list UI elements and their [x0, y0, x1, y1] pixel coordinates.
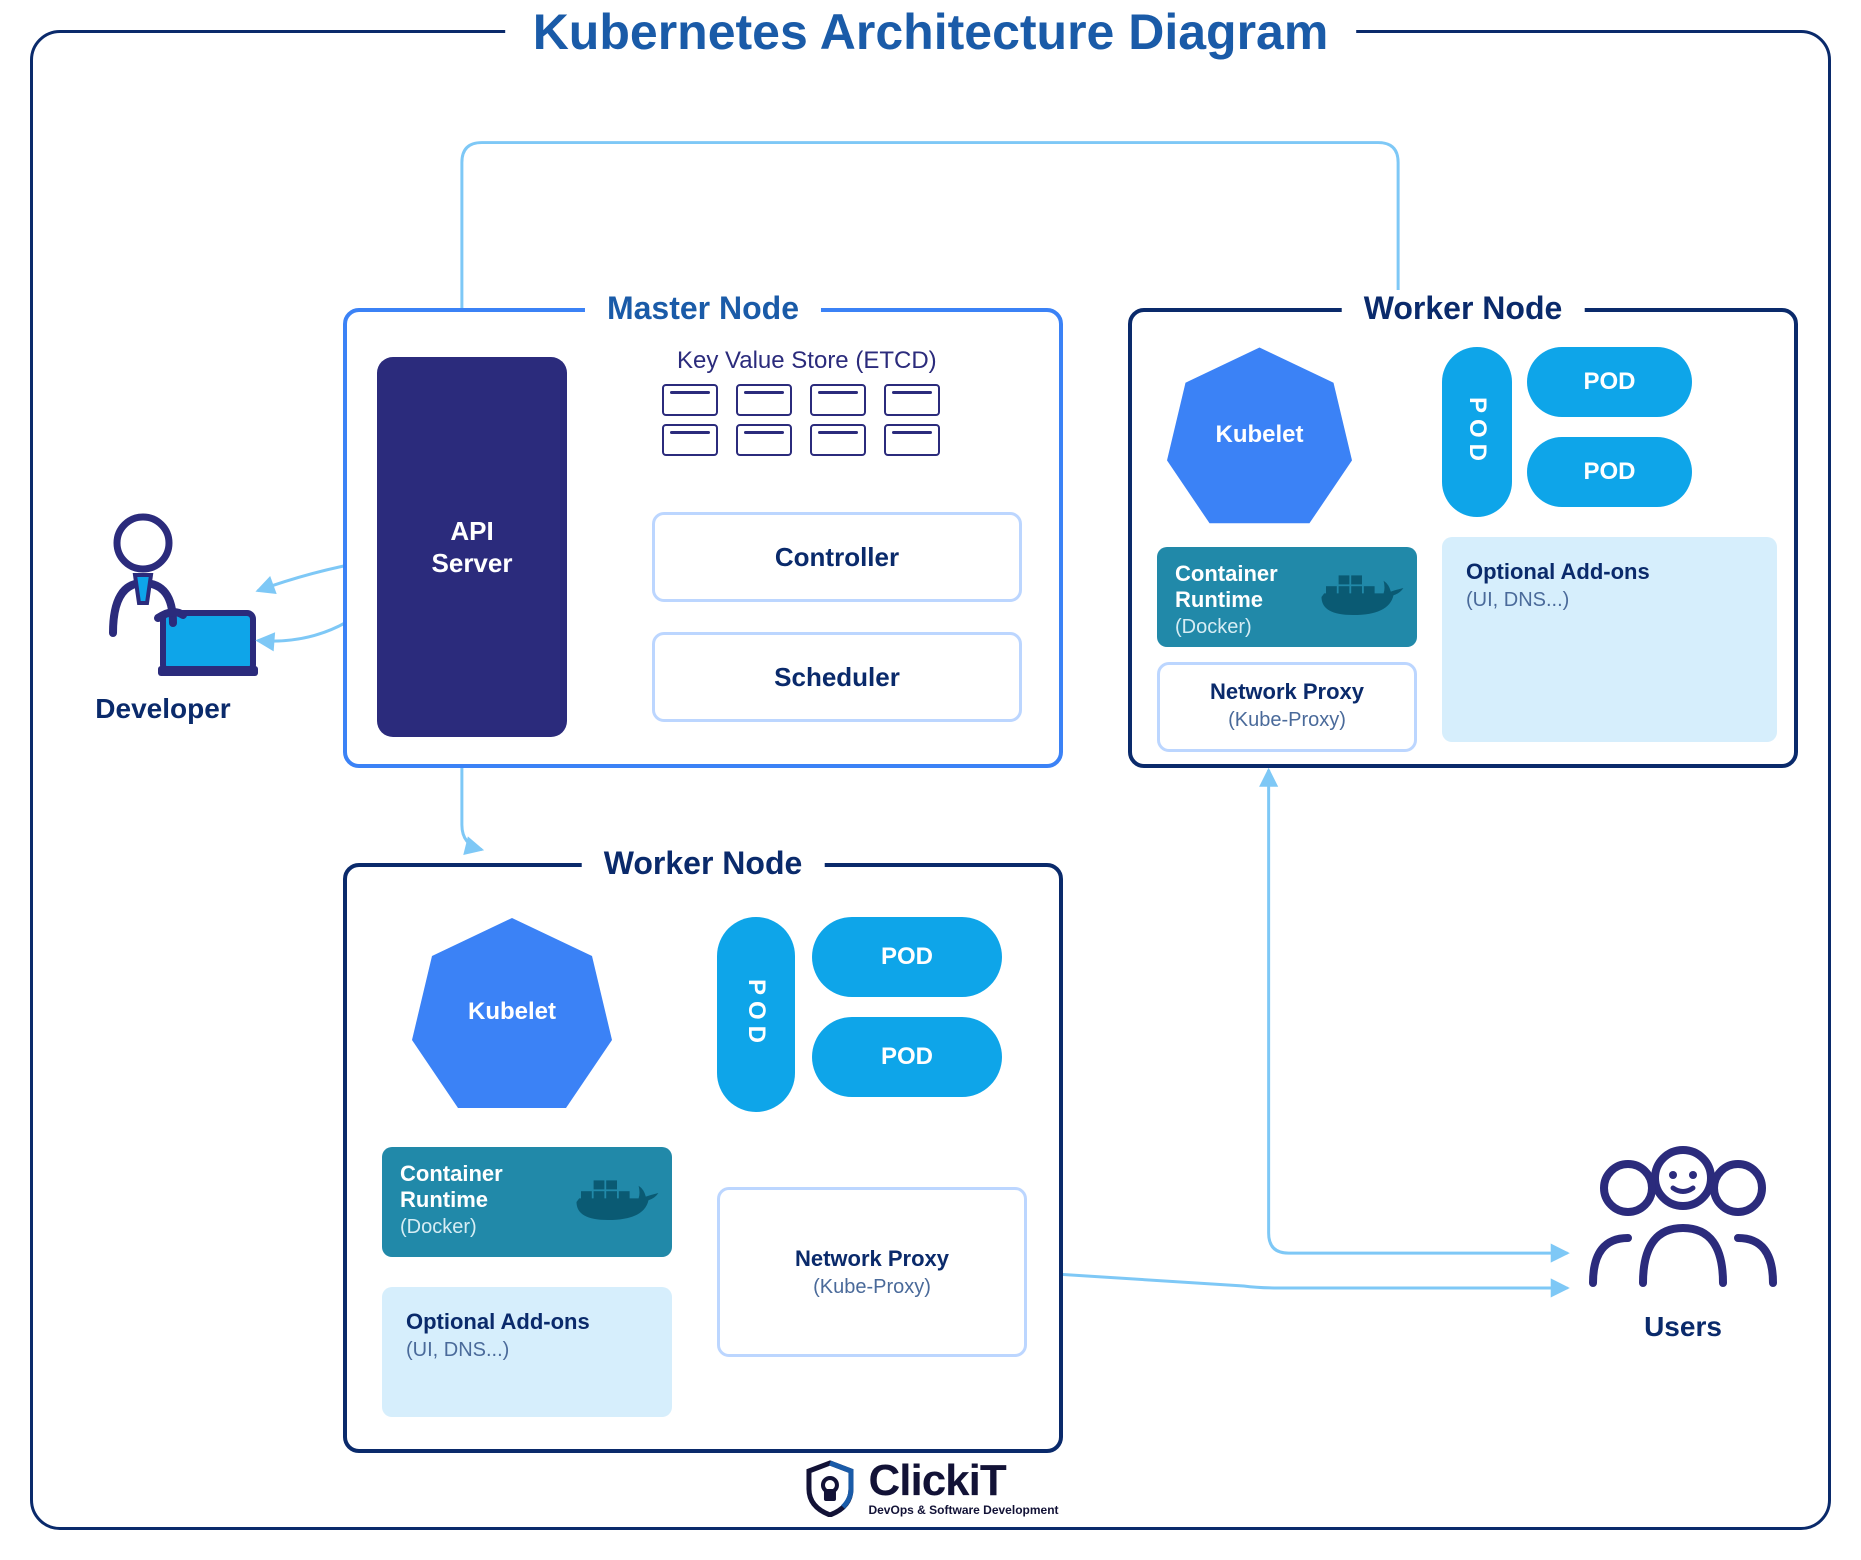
pod-vertical-bottom: POD	[717, 917, 795, 1112]
edge-users-worker-right	[1269, 770, 1568, 1253]
etcd-disk-icon	[662, 384, 718, 416]
addons-right-sub: (UI, DNS...)	[1466, 589, 1753, 612]
pod-vertical-right: POD	[1442, 347, 1512, 517]
developer-icon	[63, 503, 263, 683]
footer-logo: ClickiT DevOps & Software Development	[774, 1459, 1086, 1517]
worker-node-bottom-title: Worker Node	[582, 845, 825, 882]
diagram-frame: Kubernetes Architecture Diagram Develope…	[30, 30, 1831, 1530]
network-proxy-bottom: Network Proxy (Kube-Proxy)	[717, 1187, 1027, 1357]
worker-node-right-panel: Worker Node Kubelet POD POD POD Containe…	[1128, 308, 1798, 768]
etcd-disk-icon	[662, 424, 718, 456]
network-proxy-bottom-sub: (Kube-Proxy)	[744, 1276, 1000, 1299]
addons-bottom: Optional Add-ons (UI, DNS...)	[382, 1287, 672, 1417]
etcd-disk-icon	[736, 384, 792, 416]
users-label: Users	[1578, 1311, 1788, 1343]
kubelet-bottom-label: Kubelet	[468, 998, 556, 1026]
footer-brand: ClickiT	[868, 1459, 1058, 1503]
users-icon	[1578, 1133, 1788, 1303]
container-runtime-bottom-title: Container Runtime	[400, 1161, 560, 1214]
controller-label: Controller	[775, 542, 899, 573]
network-proxy-right: Network Proxy (Kube-Proxy)	[1157, 662, 1417, 752]
developer-label: Developer	[63, 693, 263, 725]
network-proxy-bottom-title: Network Proxy	[744, 1246, 1000, 1272]
pod-pill-right-1: POD	[1527, 347, 1692, 417]
kubelet-right: Kubelet	[1167, 342, 1352, 527]
addons-right-title: Optional Add-ons	[1466, 559, 1753, 585]
etcd-disk-icon	[810, 424, 866, 456]
master-node-title: Master Node	[585, 290, 821, 327]
pod-vertical-right-label: POD	[1463, 397, 1491, 467]
pod-pill-bottom-2-label: POD	[881, 1043, 933, 1071]
api-server-box: API Server	[377, 357, 567, 737]
etcd-disk-icon	[884, 424, 940, 456]
addons-bottom-sub: (UI, DNS...)	[406, 1339, 648, 1362]
pod-pill-right-2: POD	[1527, 437, 1692, 507]
container-runtime-right-title: Container Runtime	[1175, 561, 1325, 614]
pod-vertical-bottom-label: POD	[742, 979, 770, 1049]
edge-users-worker-bottom	[1040, 1273, 1568, 1288]
container-runtime-right: Container Runtime (Docker)	[1157, 547, 1417, 647]
scheduler-box: Scheduler	[652, 632, 1022, 722]
clickit-shield-icon	[802, 1459, 856, 1517]
etcd-label: Key Value Store (ETCD)	[677, 347, 937, 375]
pod-pill-right-2-label: POD	[1583, 458, 1635, 486]
api-server-label: API Server	[432, 515, 513, 580]
addons-bottom-title: Optional Add-ons	[406, 1309, 648, 1335]
worker-node-right-title: Worker Node	[1342, 290, 1585, 327]
network-proxy-right-sub: (Kube-Proxy)	[1174, 709, 1400, 732]
pod-pill-right-1-label: POD	[1583, 368, 1635, 396]
docker-whale-icon	[1317, 570, 1407, 624]
worker-node-bottom-panel: Worker Node Kubelet POD POD POD Containe…	[343, 863, 1063, 1453]
etcd-disk-icon	[736, 424, 792, 456]
pod-pill-bottom-2: POD	[812, 1017, 1002, 1097]
pod-pill-bottom-1: POD	[812, 917, 1002, 997]
scheduler-label: Scheduler	[774, 662, 900, 693]
etcd-disks	[662, 384, 940, 456]
container-runtime-bottom: Container Runtime (Docker)	[382, 1147, 672, 1257]
docker-whale-icon	[572, 1175, 662, 1229]
etcd-disk-icon	[810, 384, 866, 416]
network-proxy-right-title: Network Proxy	[1174, 679, 1400, 705]
kubelet-bottom: Kubelet	[412, 912, 612, 1112]
pod-pill-bottom-1-label: POD	[881, 943, 933, 971]
diagram-title: Kubernetes Architecture Diagram	[505, 3, 1357, 61]
kubelet-right-label: Kubelet	[1215, 421, 1303, 449]
master-node-panel: Master Node API Server Key Value Store (…	[343, 308, 1063, 768]
etcd-disk-icon	[884, 384, 940, 416]
controller-box: Controller	[652, 512, 1022, 602]
footer-tagline: DevOps & Software Development	[868, 1503, 1058, 1517]
addons-right: Optional Add-ons (UI, DNS...)	[1442, 537, 1777, 742]
